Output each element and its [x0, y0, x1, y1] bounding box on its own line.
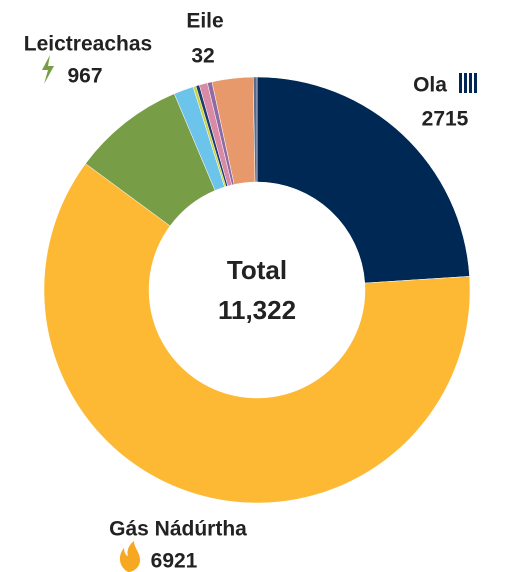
lightning-icon — [42, 55, 54, 84]
category-label: Gás Nádúrtha — [109, 518, 247, 541]
value-label: 6921 — [151, 550, 198, 572]
value-label: 967 — [67, 65, 102, 88]
category-label: Leictreachas — [24, 33, 152, 56]
donut-slice — [256, 76, 470, 284]
donut-slice — [43, 163, 471, 504]
value-label: 2715 — [422, 108, 469, 131]
category-label: Eile — [186, 10, 223, 33]
flame-icon — [119, 541, 140, 572]
center-value: 11,322 — [218, 295, 296, 325]
value-label: 32 — [191, 45, 214, 68]
category-label: Ola — [413, 74, 447, 97]
barrel-icon — [459, 73, 477, 93]
center-label: Total — [227, 255, 287, 285]
donut-slice — [252, 76, 258, 183]
